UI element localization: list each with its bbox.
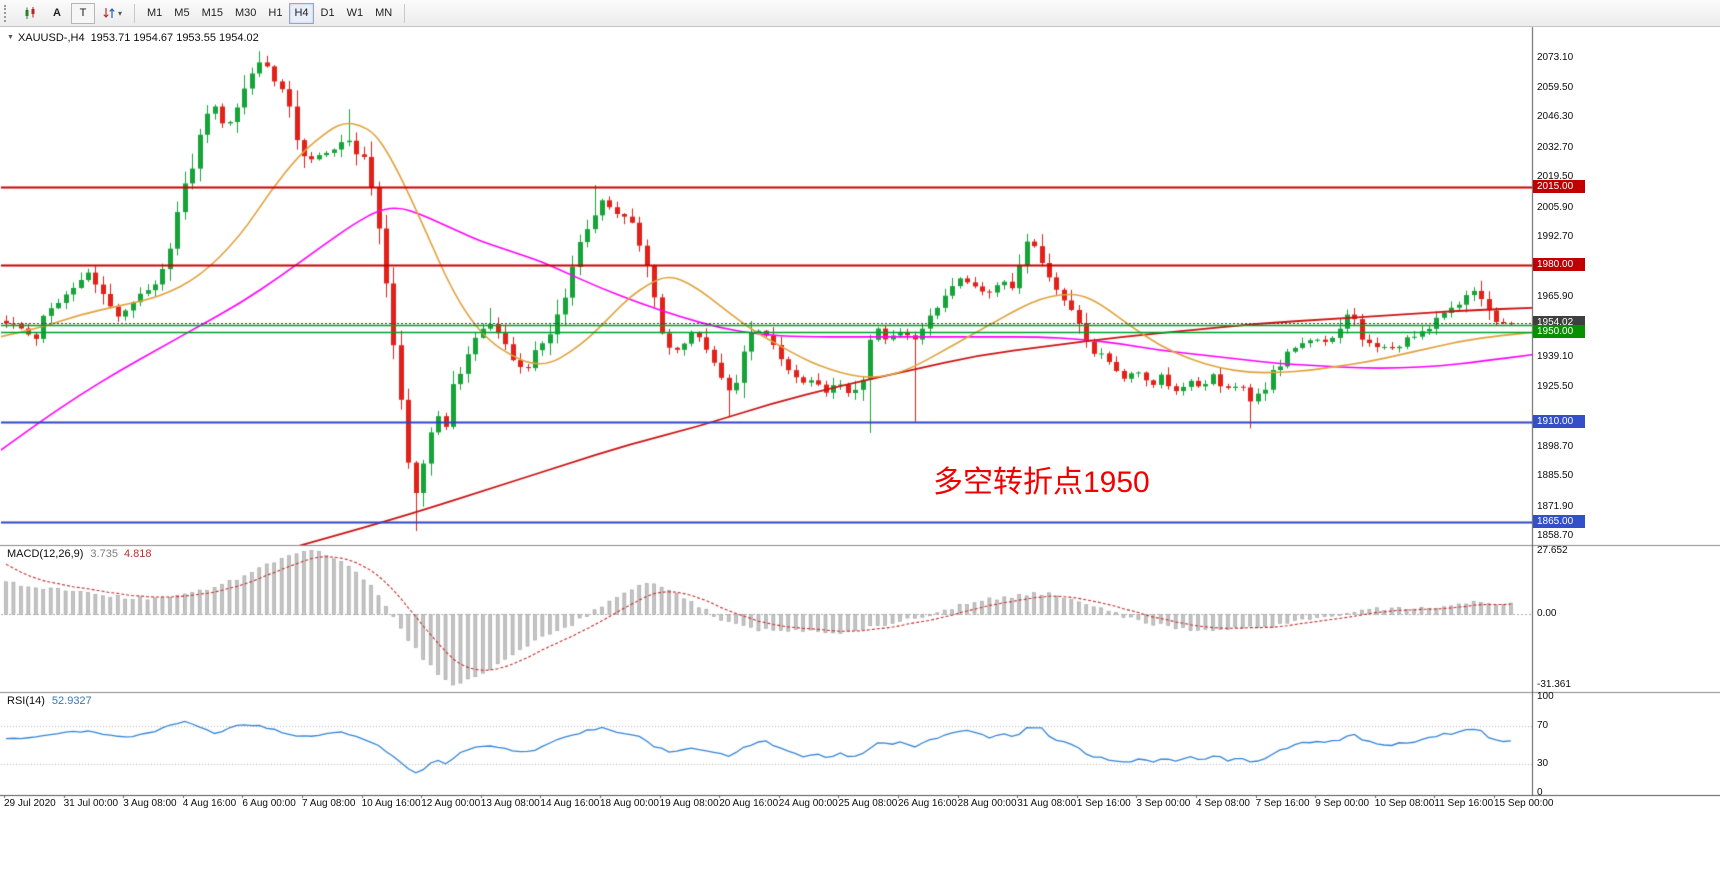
macd-name: MACD(12,26,9) — [7, 548, 84, 560]
time-axis-label: 12 Aug 00:00 — [421, 798, 481, 809]
macd-axis-label: -31.361 — [1537, 679, 1571, 691]
price-axis-label: 2046.30 — [1537, 111, 1574, 123]
time-axis-label: 25 Aug 08:00 — [838, 798, 898, 809]
time-axis-label: 6 Aug 00:00 — [242, 798, 296, 809]
objects-arrows-icon[interactable]: ▾ — [97, 3, 127, 24]
time-axis-label: 10 Aug 16:00 — [361, 798, 421, 809]
rsi-axis-label: 100 — [1537, 691, 1554, 702]
time-axis-label: 4 Aug 16:00 — [182, 798, 237, 809]
time-axis-label: 28 Aug 00:00 — [957, 798, 1017, 809]
price-axis-label: 1992.70 — [1537, 231, 1574, 243]
price-badge-1980-00: 1980.00 — [1533, 258, 1585, 272]
time-axis-label: 11 Sep 16:00 — [1434, 798, 1494, 809]
price-axis-label: 1939.10 — [1537, 350, 1574, 362]
timeframe-d1[interactable]: D1 — [320, 7, 335, 19]
price-axis-label: 2019.50 — [1537, 171, 1574, 183]
timeframe-h4[interactable]: H4 — [289, 2, 314, 24]
price-axis-label: 1871.90 — [1537, 500, 1574, 512]
time-axis-label: 10 Sep 08:00 — [1374, 798, 1435, 809]
toolbar: A T ▾ M1 M5 M15 M30 H1 H4 D1 W1 MN — [0, 0, 1720, 27]
price-axis-label: 2032.70 — [1537, 141, 1574, 153]
toolbar-tools: A T ▾ — [17, 2, 128, 24]
time-axis-label: 13 Aug 08:00 — [480, 798, 540, 809]
chart-candles-icon[interactable] — [18, 3, 43, 24]
price-badge-1950-00: 1950.00 — [1533, 325, 1585, 339]
timeframe-m1[interactable]: M1 — [147, 7, 163, 19]
time-axis-label: 3 Aug 08:00 — [123, 798, 177, 809]
price-axis-label: 1858.70 — [1537, 530, 1574, 542]
symbol-info: ▼ XAUUSD-,H4 1953.71 1954.67 1953.55 1954.… — [7, 32, 259, 44]
annotation-text[interactable]: 多空转折点1950 — [933, 466, 1150, 499]
toolbar-grip[interactable] — [4, 4, 10, 22]
macd-axis-label: 0.00 — [1537, 607, 1557, 619]
price-badge-1910-00: 1910.00 — [1533, 414, 1585, 428]
dropdown-caret-icon: ▾ — [118, 8, 123, 18]
price-axis-label: 2073.10 — [1537, 51, 1574, 63]
timeframe-bar: M1 M5 M15 M30 H1 H4 D1 W1 MN — [141, 2, 398, 24]
time-axis-label: 4 Sep 08:00 — [1196, 798, 1250, 809]
price-badge-1865-00: 1865.00 — [1533, 515, 1585, 529]
time-axis-label: 24 Aug 00:00 — [778, 798, 838, 809]
time-axis-label: 3 Sep 00:00 — [1136, 798, 1191, 809]
macd-axis-label: 27.652 — [1537, 544, 1568, 556]
time-axis-label: 15 Sep 00:00 — [1494, 798, 1554, 809]
time-axis-label: 31 Aug 08:00 — [1017, 798, 1077, 809]
toolbar-separator — [134, 3, 136, 23]
symbol-period-label: XAUUSD-,H4 — [17, 32, 85, 44]
time-axis-label: 18 Aug 00:00 — [600, 798, 659, 809]
time-axis-label: 1 Sep 16:00 — [1076, 798, 1131, 809]
text-tool[interactable]: T — [71, 2, 95, 24]
price-axis-label: 1898.70 — [1537, 440, 1574, 452]
time-axis-label: 31 Jul 00:00 — [63, 798, 119, 809]
rsi-axis-label: 30 — [1537, 758, 1549, 770]
timeframe-m5[interactable]: M5 — [174, 7, 190, 19]
expand-icon[interactable]: ▼ — [7, 34, 14, 41]
rsi-name: RSI(14) — [7, 695, 45, 707]
timeframe-w1[interactable]: W1 — [346, 7, 364, 19]
time-axis-label: 7 Sep 16:00 — [1255, 798, 1310, 809]
price-axis-label: 1925.50 — [1537, 381, 1574, 393]
timeframe-mn[interactable]: MN — [375, 7, 393, 19]
price-badge-2015-00: 2015.00 — [1533, 180, 1585, 194]
time-axis-label: 29 Jul 2020 — [4, 798, 56, 809]
rsi-axis-label: 70 — [1537, 719, 1549, 731]
macd-signal-value: 4.818 — [123, 548, 152, 560]
time-axis-label: 9 Sep 00:00 — [1315, 798, 1370, 809]
time-axis-label: 7 Aug 08:00 — [302, 798, 356, 809]
rsi-indicator-label: RSI(14) 52.9327 — [7, 695, 92, 707]
price-axis-label: 1885.50 — [1537, 470, 1574, 482]
ohlc-values: 1953.71 1954.67 1953.55 1954.02 — [90, 32, 259, 44]
time-axis-label: 19 Aug 08:00 — [659, 798, 719, 809]
time-axis-label: 26 Aug 16:00 — [898, 798, 957, 809]
rsi-value: 52.9327 — [51, 695, 92, 707]
macd-main-value: 3.735 — [90, 548, 118, 560]
timeframe-m15[interactable]: M15 — [201, 7, 223, 19]
timeframe-h1[interactable]: H1 — [268, 7, 283, 19]
price-axis-label: 2059.50 — [1537, 82, 1574, 94]
time-axis-label: 20 Aug 16:00 — [719, 798, 779, 809]
time-axis-label: 14 Aug 16:00 — [540, 798, 600, 809]
price-axis-label: 2005.90 — [1537, 201, 1574, 213]
rsi-axis-label: 0 — [1537, 787, 1543, 798]
toolbar-separator — [404, 3, 406, 23]
annotate-a-tool[interactable]: A — [53, 7, 61, 19]
price-axis-label: 1965.90 — [1537, 290, 1574, 302]
timeframe-m30[interactable]: M30 — [234, 7, 257, 19]
macd-indicator-label: MACD(12,26,9) 3.735 4.818 — [7, 548, 151, 560]
